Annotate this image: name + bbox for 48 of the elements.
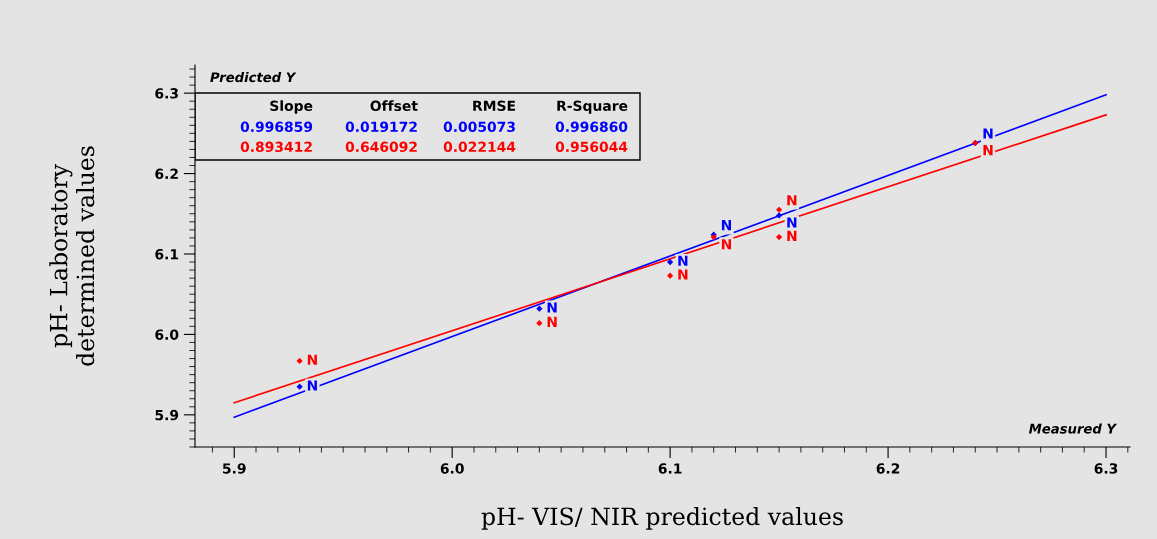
y-tick-label: 6.2 <box>155 168 178 180</box>
annotation: Slope <box>270 100 313 114</box>
data-label: N <box>721 239 732 250</box>
point <box>667 258 674 266</box>
point <box>536 320 543 327</box>
y-tick-label: 6.3 <box>155 88 178 99</box>
x-axis-title: pH- VIS/ NIR predicted values <box>481 506 843 530</box>
annotation: 0.996860 <box>555 121 628 133</box>
data-label: N <box>678 255 688 266</box>
data-label: N <box>547 302 557 313</box>
annotation: 0.996859 <box>240 121 313 133</box>
y-tick-label: 6.1 <box>155 248 179 260</box>
point <box>776 234 783 241</box>
annotation: 0.022144 <box>443 141 516 153</box>
annotation: 0.005073 <box>443 121 515 133</box>
data-label: N <box>307 380 317 391</box>
y-tick-label: 6.0 <box>155 329 179 340</box>
point <box>667 272 674 279</box>
annotation: R-Square <box>557 100 628 114</box>
y-tick-label: 5.9 <box>155 409 179 421</box>
data-label: N <box>983 128 993 139</box>
data-label: N <box>787 217 797 228</box>
x-tick-label: 5.9 <box>223 463 246 474</box>
data-label: N <box>787 195 797 206</box>
data-label: N <box>787 230 797 241</box>
annotation: Measured Y <box>1028 423 1118 434</box>
annotation: 0.019172 <box>345 121 417 133</box>
point <box>776 206 783 213</box>
x-tick-label: 6.1 <box>658 463 682 474</box>
y-axis-title: pH- Laboratory determined values <box>49 146 95 366</box>
x-tick-label: 6.3 <box>1094 463 1118 474</box>
annotation: Offset <box>370 100 418 112</box>
annotation: RMSE <box>473 100 515 112</box>
data-label: N <box>547 316 557 327</box>
x-tick-label: 6.2 <box>876 463 900 474</box>
data-label: N <box>721 220 732 231</box>
point <box>296 383 303 390</box>
point <box>776 212 783 219</box>
annotation: 0.956044 <box>555 141 628 153</box>
annotation: 0.646092 <box>345 141 417 153</box>
annotation: 0.893412 <box>240 141 312 153</box>
data-label: N <box>307 354 317 365</box>
data-label: N <box>983 145 993 156</box>
point <box>536 305 543 312</box>
annotation: Predicted Y <box>210 71 297 83</box>
point <box>296 357 303 365</box>
x-tick-label: 6.0 <box>440 463 464 474</box>
data-label: N <box>678 269 688 280</box>
